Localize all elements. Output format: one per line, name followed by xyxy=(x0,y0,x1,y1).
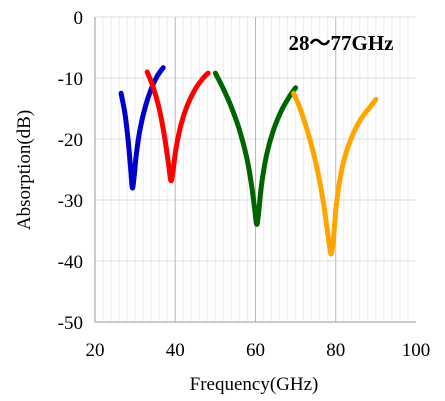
y-tick-label: -30 xyxy=(58,191,83,212)
x-tick-label: 80 xyxy=(326,340,345,361)
x-tick-label: 100 xyxy=(402,340,431,361)
y-tick-label: 0 xyxy=(74,8,84,29)
series-layer xyxy=(118,65,379,257)
chart-title: 28～77GHz xyxy=(289,31,394,55)
y-tick-label: -50 xyxy=(58,313,83,334)
series-line-2 xyxy=(144,69,211,184)
y-tick-label: -40 xyxy=(58,252,83,273)
x-tick-label: 60 xyxy=(246,340,265,361)
y-tick-label: -20 xyxy=(58,130,83,151)
grid xyxy=(95,16,416,323)
axes xyxy=(94,17,416,323)
series-line-4 xyxy=(291,90,379,257)
x-axis-label: Frequency(GHz) xyxy=(190,374,319,395)
x-tick-label: 40 xyxy=(166,340,185,361)
x-tick-label: 20 xyxy=(86,340,105,361)
y-tick-label: -10 xyxy=(58,69,83,90)
series-line-3 xyxy=(212,70,299,227)
y-axis-label: Absorption(dB) xyxy=(14,110,35,230)
tick-labels: 20 40 60 80 100 0 -10 -20 -30 -40 -50 xyxy=(58,8,431,361)
